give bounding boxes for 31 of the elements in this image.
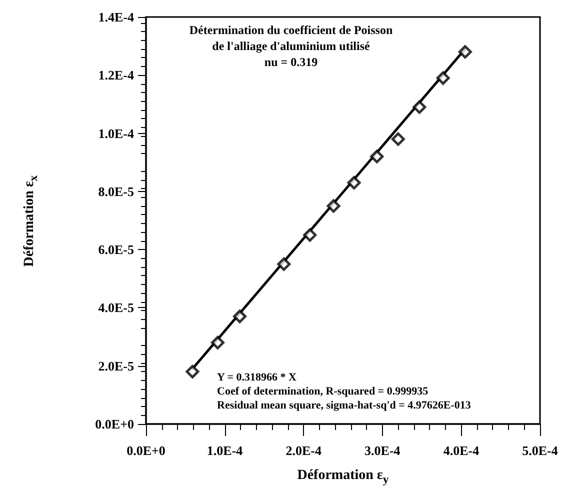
point <box>370 150 384 164</box>
annotation: Coef of determination, R-squared = 0.999935 <box>217 386 429 398</box>
point <box>436 71 450 85</box>
y-tick-label: 0.0E+0 <box>95 416 134 432</box>
point <box>233 310 247 324</box>
annotation: Residual mean square, sigma-hat-sq'd = 4.97626E-013 <box>217 400 472 412</box>
point <box>277 257 291 271</box>
y-tick-label: 6.0E-5 <box>98 242 134 258</box>
point <box>303 228 317 242</box>
point <box>210 336 224 350</box>
x-tick-label: 2.0E-4 <box>286 443 322 458</box>
point <box>458 45 472 59</box>
y-tick-label: 4.0E-5 <box>98 300 134 316</box>
point <box>326 199 340 213</box>
x-axis-title: Déformation ε$_{y}$ <box>296 468 390 486</box>
point <box>391 132 405 146</box>
y-tick-label: 1.4E-4 <box>98 10 134 24</box>
point <box>186 364 200 378</box>
x-tick-label: 5.0E-4 <box>522 443 558 458</box>
x-tick-label: 0.0E+0 <box>126 443 166 458</box>
y-tick-label: 2.0E-5 <box>98 358 134 374</box>
text: nu = 0.319 <box>264 55 318 69</box>
annotation: Y = 0.318966 * X <box>217 372 297 384</box>
y-tick-label: 1.2E-4 <box>98 68 134 83</box>
x-tick-label: 4.0E-4 <box>443 443 480 458</box>
point <box>347 176 361 190</box>
y-tick-label: 1.0E-4 <box>98 126 134 141</box>
x-tick-label: 3.0E-4 <box>364 443 401 458</box>
point <box>412 100 426 114</box>
y-tick-label: 8.0E-5 <box>98 184 134 199</box>
x-tick-label: 1.0E-4 <box>206 443 244 458</box>
